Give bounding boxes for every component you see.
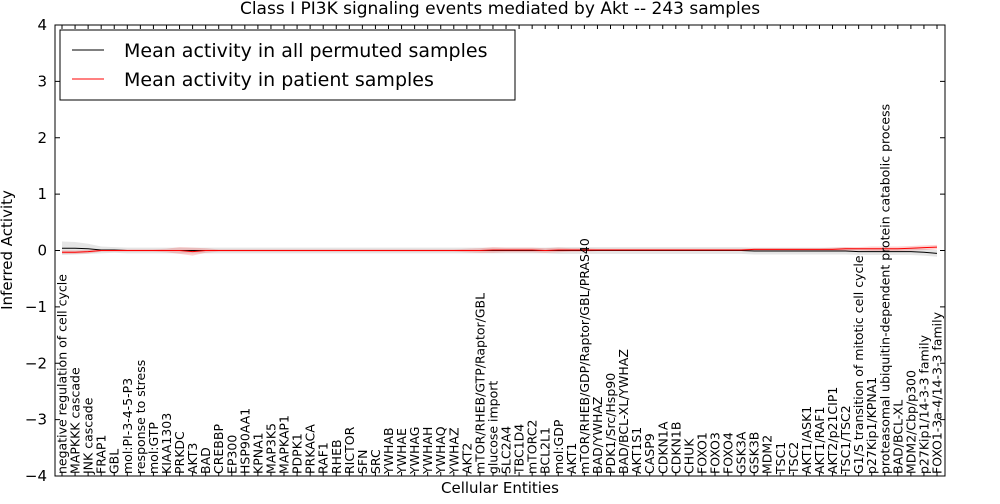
x-tick-label: RAF1 (316, 442, 331, 474)
y-tick-label: 3 (37, 72, 47, 90)
x-tick-label: G1/S transition of mitotic cell cycle (851, 255, 866, 474)
y-axis-label: Inferred Activity (0, 190, 16, 310)
x-tick-label: TSC1 (773, 442, 788, 475)
x-tick-label: JNK cascade (81, 397, 96, 475)
x-tick-label: AKT1/ASK1 (799, 406, 814, 474)
x-tick-label: AKT1/RAF1 (812, 407, 827, 474)
y-tick-label: 0 (37, 242, 47, 260)
x-tick-label: FRAP1 (94, 435, 109, 474)
y-tick-label: −1 (25, 298, 47, 316)
chart-title: Class I PI3K signaling events mediated b… (240, 0, 760, 19)
x-tick-label: CDKN1B (668, 422, 683, 474)
x-tick-label: PRKACA (303, 424, 318, 474)
x-tick-label: SLC2A4 (499, 426, 514, 474)
x-tick-label: BAD (198, 447, 213, 474)
x-tick-label: MAPKKK cascade (68, 367, 83, 474)
x-tick-label: MAPKAP1 (277, 415, 292, 474)
x-tick-label: mol:PI-3-4-5-P3 (120, 378, 135, 474)
x-tick-label: FOXO1-3a-4/14-3-3 family (930, 311, 945, 474)
x-tick-label: MDM2/Cbp/p300 (903, 370, 918, 474)
x-tick-label: YWHAG (407, 427, 422, 475)
x-tick-label: AKT1 (564, 443, 579, 474)
x-tick-label: response to stress (133, 360, 148, 474)
legend-box (59, 29, 516, 101)
x-tick-label: mol:GTP (146, 422, 161, 474)
x-tick-label: FOXO3 (707, 432, 722, 474)
x-tick-label: mol:GDP (551, 419, 566, 474)
y-tick-label: −2 (25, 354, 47, 372)
x-tick-label: BCL2L1 (538, 427, 553, 474)
x-tick-label: SFN (355, 450, 370, 474)
x-tick-label: CASP9 (642, 433, 657, 474)
x-axis: negative regulation of cell cycleMAPKKK … (55, 25, 945, 476)
x-tick-label: mTOR/RHEB/GTP/Raptor/GBL (472, 293, 487, 474)
x-axis-label: Cellular Entities (441, 479, 559, 497)
x-tick-label: GBL (107, 449, 122, 474)
x-tick-label: p27Kip1/KPNA1 (864, 377, 879, 474)
x-tick-label: FOXO4 (721, 432, 736, 474)
y-tick-label: 1 (37, 185, 47, 203)
x-tick-label: negative regulation of cell cycle (55, 274, 70, 474)
x-tick-label: CHUK (681, 438, 696, 474)
x-tick-label: YWHAE (394, 428, 409, 475)
y-tick-label: 4 (37, 16, 47, 34)
y-tick-label: 2 (37, 129, 47, 147)
x-tick-label: RICTOR (342, 426, 357, 474)
x-tick-label: GSK3B (747, 432, 762, 474)
y-tick-label: −3 (25, 411, 47, 429)
x-tick-label: mTORC2 (525, 420, 540, 474)
x-tick-label: glucose import (485, 381, 500, 474)
x-tick-label: YWHAB (381, 427, 396, 475)
x-tick-label: CREBBP (211, 424, 226, 474)
x-tick-label: SRC (368, 449, 383, 474)
x-tick-label: YWHAQ (433, 426, 448, 475)
x-tick-label: BAD/BCL-XL/YWHAZ (616, 349, 631, 474)
y-axis: −4 −3 −2 −1 0 1 2 3 4 (25, 16, 945, 485)
x-tick-label: FOXO1 (694, 432, 709, 474)
x-tick-label: mTOR/RHEB/GDP/Raptor/GBL/PRAS40 (577, 238, 592, 474)
x-tick-label: CDKN1A (655, 421, 670, 474)
x-tick-label: GSK3A (734, 431, 749, 474)
x-tick-label: AKT3 (185, 443, 200, 474)
x-tick-label: PDPK1 (290, 433, 305, 474)
x-tick-label: TSC2 (786, 442, 801, 475)
legend-label-patient: Mean activity in patient samples (124, 69, 434, 91)
x-tick-label: AKT2/p21CIP1 (825, 387, 840, 474)
x-tick-label: KPNA1 (250, 432, 265, 474)
x-tick-label: BAD/BCL-XL (890, 400, 905, 474)
legend: Mean activity in all permuted samples Me… (59, 29, 516, 101)
x-tick-label: PRKDC (172, 431, 187, 474)
x-tick-label: BAD/YWHAZ (590, 397, 605, 474)
series-lines (62, 246, 938, 254)
x-tick-label: TSC1/TSC2 (838, 405, 853, 475)
legend-label-permuted: Mean activity in all permuted samples (124, 40, 487, 62)
x-tick-label: KIAA1303 (159, 413, 174, 474)
x-tick-label: AKT2 (459, 443, 474, 474)
x-tick-label: HSP90AA1 (237, 408, 252, 474)
x-tick-label: TBC1D4 (512, 424, 527, 475)
line-series-1 (62, 246, 938, 253)
x-tick-label: p27Kip1/14-3-3 family (916, 334, 931, 474)
x-tick-label: EP300 (224, 435, 239, 474)
band-series-0 (62, 241, 937, 257)
x-tick-label: YWHAZ (446, 427, 461, 475)
x-tick-label: YWHAH (420, 427, 435, 475)
x-tick-label: AKT1S1 (629, 427, 644, 474)
x-tick-label: RHEB (329, 439, 344, 474)
x-tick-label: MAP3K5 (263, 423, 278, 474)
x-tick-label: PDK1/Src/Hsp90 (603, 373, 618, 474)
x-tick-label: MDM2 (760, 435, 775, 474)
x-tick-label: proteasomal ubiquitin-dependent protein … (877, 104, 892, 474)
y-tick-label: −4 (25, 467, 47, 485)
